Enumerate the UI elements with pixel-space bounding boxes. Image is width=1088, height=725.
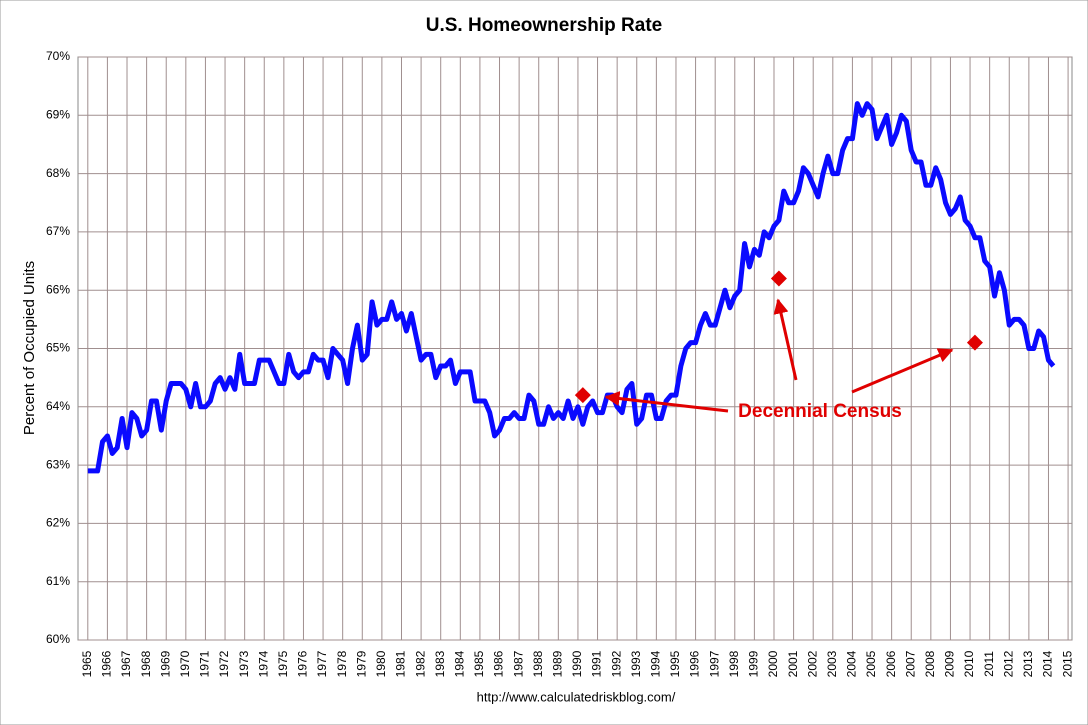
annotation-text: Decennial Census	[738, 401, 902, 422]
x-tick-label: 1968	[139, 650, 153, 677]
x-tick-label: 1974	[256, 650, 270, 677]
x-tick-label: 1980	[374, 650, 388, 677]
x-tick-label: 2001	[786, 650, 800, 677]
marks	[87, 101, 1056, 474]
x-tick-label: 1998	[727, 650, 741, 677]
x-tick-label: 1991	[590, 650, 604, 677]
x-tick-label: 1983	[433, 650, 447, 677]
line	[87, 101, 1056, 474]
arrow	[604, 391, 729, 413]
y-tick-label: 65%	[46, 341, 70, 355]
x-tick-label: 1985	[472, 650, 486, 677]
x-tick-label: 1978	[335, 650, 349, 677]
y-tick-label: 68%	[46, 166, 70, 180]
source: http://www.calculatedriskblog.com/	[477, 689, 676, 704]
x-tick-label: 2011	[982, 651, 996, 677]
x-tick-label: 1967	[119, 650, 133, 677]
x-tick-label: 1994	[649, 650, 663, 677]
x-tick-label: 1972	[217, 650, 231, 677]
x-tick-label: 2014	[1041, 650, 1055, 677]
y-axis-label: Percent of Occupied Units	[21, 261, 38, 435]
y-tick-label: 67%	[46, 224, 70, 238]
x-tick-label: 1975	[276, 650, 290, 677]
x-tick-label: 1984	[452, 650, 466, 677]
y-tick-label: 70%	[46, 49, 70, 63]
x-tick-label: 1979	[354, 650, 368, 677]
x-tick-label: 2003	[825, 650, 839, 677]
point	[966, 334, 983, 351]
y-tick-label: 60%	[46, 632, 70, 646]
arrow	[851, 348, 954, 394]
x-tick-label: 1981	[394, 650, 408, 677]
chart-title: U.S. Homeownership Rate	[426, 15, 663, 36]
x-tick-label: 2006	[884, 650, 898, 677]
y-tick-label: 62%	[46, 516, 70, 530]
x-tick-label: 1976	[296, 650, 310, 677]
x-tick-label: 1996	[688, 650, 702, 677]
x-tick-label: 1977	[315, 650, 329, 677]
x-tick-label: 1995	[668, 650, 682, 677]
x-tick-label: 2004	[845, 650, 859, 677]
x-tick-label: 1970	[178, 650, 192, 677]
x-tick-label: 2012	[1001, 650, 1015, 677]
x-tick-label: 1971	[198, 650, 212, 677]
y-tick-label: 63%	[46, 457, 70, 471]
x-tick-label: 1988	[531, 650, 545, 677]
x-tick-label: 1990	[570, 650, 584, 677]
x-tick-label: 2002	[805, 650, 819, 677]
x-tick-label: 1993	[629, 650, 643, 677]
x-tick-label: 1997	[707, 650, 721, 677]
y-tick-label: 66%	[46, 282, 70, 296]
x-tick-label: 1982	[413, 650, 427, 677]
point	[770, 270, 787, 287]
x-tick-label: 2000	[766, 650, 780, 677]
x-tick-label: 1987	[511, 650, 525, 677]
x-tick-label: 1989	[551, 650, 565, 677]
x-tick-label: 2013	[1021, 650, 1035, 677]
y-tick-label: 64%	[46, 399, 70, 413]
x-tick-label: 1969	[158, 650, 172, 677]
x-tick-label: 1965	[80, 650, 94, 677]
grid: 60% 61% 62% 63% 64% 65% 66% 67% 68% 69% 70% 1965 196…	[46, 49, 1074, 677]
x-tick-label: 2007	[903, 650, 917, 677]
y-tick-label: 61%	[46, 574, 70, 588]
x-tick-label: 2010	[962, 650, 976, 677]
x-tick-label: 1966	[100, 650, 114, 677]
x-tick-label: 2015	[1060, 650, 1074, 677]
x-tick-label: 2005	[864, 650, 878, 677]
x-tick-label: 2009	[943, 650, 957, 677]
x-tick-label: 1992	[609, 650, 623, 677]
point	[574, 387, 591, 404]
arrow	[773, 298, 798, 381]
x-tick-label: 2008	[923, 650, 937, 677]
annotation: Decennial Census	[604, 298, 954, 422]
x-tick-label: 1986	[492, 650, 506, 677]
x-tick-label: 1973	[237, 650, 251, 677]
y-tick-label: 69%	[46, 107, 70, 121]
x-tick-label: 1999	[747, 650, 761, 677]
